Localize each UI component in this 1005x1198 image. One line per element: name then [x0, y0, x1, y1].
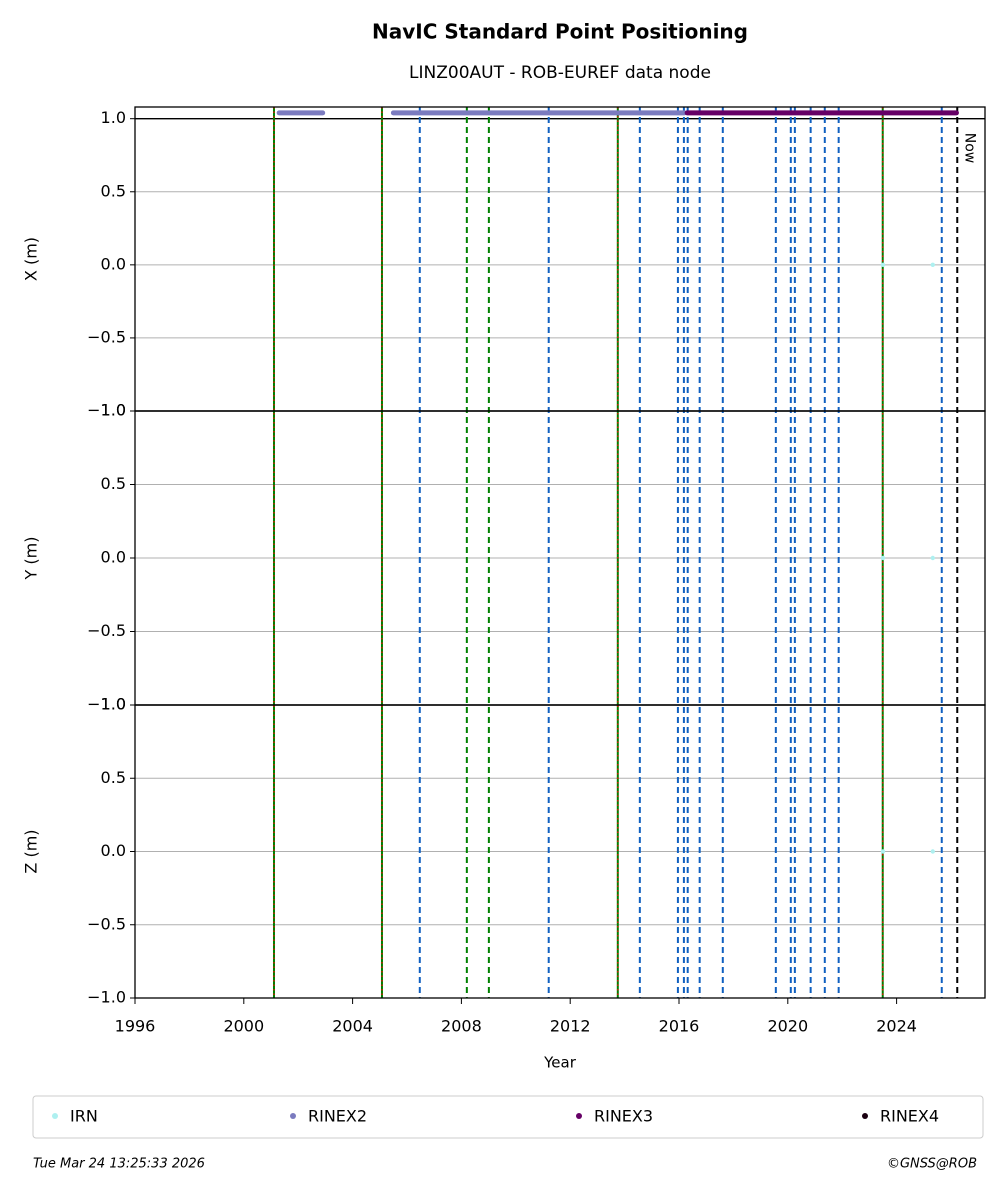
y-tick-label: −0.5 — [87, 327, 126, 346]
legend-marker — [862, 1113, 868, 1119]
y-tick-label: −1.0 — [87, 401, 126, 420]
data-point — [930, 555, 935, 561]
legend-label: RINEX3 — [594, 1107, 653, 1126]
timestamp: Tue Mar 24 13:25:33 2026 — [33, 1157, 205, 1172]
legend-label: IRN — [70, 1107, 98, 1126]
y-tick-label: −1.0 — [87, 988, 126, 1007]
data-point — [880, 555, 886, 561]
data-point — [930, 849, 935, 854]
legend-marker — [576, 1113, 582, 1119]
y-tick-label: −1.0 — [87, 695, 126, 714]
plot-frame — [134, 704, 986, 999]
x-tick-label: 2020 — [767, 1017, 808, 1036]
data-point — [880, 849, 886, 854]
y-tick-label: −0.5 — [87, 621, 126, 640]
y-tick-label: 1.0 — [101, 108, 126, 127]
y-axis-label: X (m) — [22, 237, 41, 281]
credit: ©GNSS@ROB — [887, 1157, 977, 1172]
y-tick-label: 1.0 — [101, 401, 126, 420]
y-tick-label: 0.5 — [101, 181, 126, 200]
x-tick-label: 2024 — [876, 1017, 917, 1036]
chart-title: NavIC Standard Point Positioning — [372, 20, 748, 44]
legend-box — [32, 1095, 984, 1139]
y-tick-label: 0.0 — [101, 548, 126, 567]
data-point — [930, 262, 935, 268]
legend-marker — [290, 1113, 296, 1119]
y-axis-label: Y (m) — [22, 537, 41, 581]
y-axis-label: Z (m) — [22, 829, 41, 873]
now-label: Now — [961, 133, 977, 164]
x-tick-label: 2004 — [332, 1017, 373, 1036]
x-tick-label: 2000 — [223, 1017, 264, 1036]
x-tick-label: 2008 — [441, 1017, 482, 1036]
data-point — [880, 262, 886, 268]
x-tick-label: 2016 — [659, 1017, 700, 1036]
legend-label: RINEX2 — [308, 1107, 367, 1126]
y-tick-label: 0.0 — [101, 254, 126, 273]
x-tick-label: 1996 — [115, 1017, 156, 1036]
y-tick-label: 0.5 — [101, 768, 126, 787]
y-tick-label: 0.5 — [101, 474, 126, 493]
y-tick-label: 0.0 — [101, 841, 126, 860]
legend-marker — [52, 1113, 58, 1119]
y-tick-label: −0.5 — [87, 914, 126, 933]
chart-subtitle: LINZ00AUT - ROB-EUREF data node — [409, 63, 711, 83]
x-axis-label: Year — [543, 1054, 577, 1072]
legend-label: RINEX4 — [880, 1107, 939, 1126]
y-tick-label: 1.0 — [101, 695, 126, 714]
x-tick-label: 2012 — [550, 1017, 591, 1036]
